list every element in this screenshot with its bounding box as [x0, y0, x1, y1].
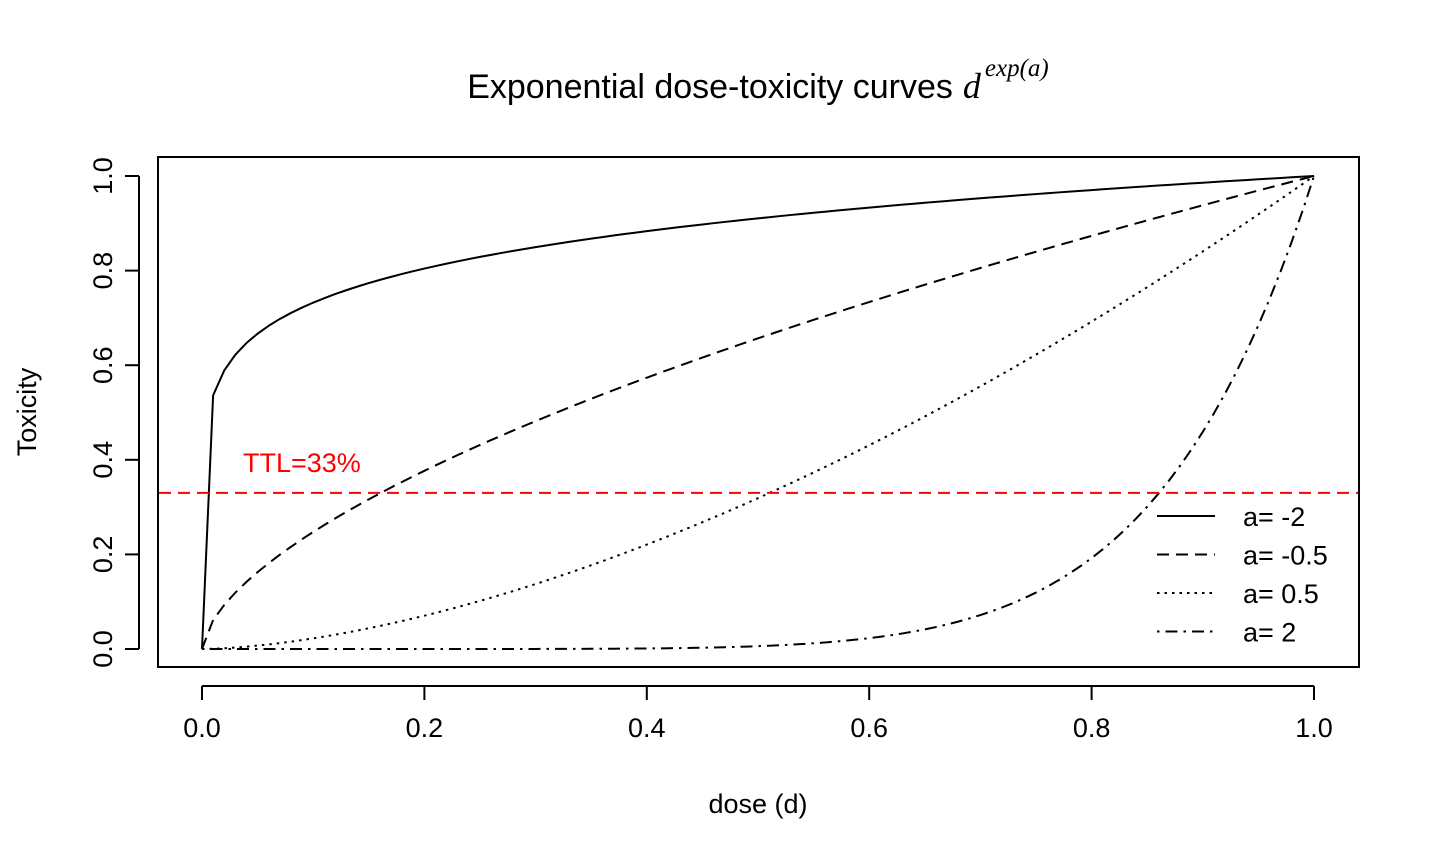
ttl-annotation: TTL=33%	[243, 448, 361, 478]
series-line-2	[201, 175, 1315, 650]
y-tick-label: 0.4	[88, 441, 118, 479]
series-line-1	[201, 175, 1315, 650]
legend-label: a= -0.5	[1243, 541, 1328, 571]
series-line-3	[201, 175, 1315, 650]
y-tick-label: 0.6	[88, 346, 118, 384]
y-axis: 0.0 0.2 0.4 0.6 0.8 1.0	[88, 157, 140, 668]
y-tick-label: 0.2	[88, 536, 118, 574]
title-base: d	[963, 66, 982, 106]
legend-label: a= -2	[1243, 502, 1305, 532]
x-tick-label: 0.0	[183, 713, 221, 743]
legend-label: a= 0.5	[1243, 579, 1319, 609]
x-tick-label: 0.2	[406, 713, 444, 743]
y-tick-label: 0.8	[88, 252, 118, 290]
y-axis-label: Toxicity	[12, 367, 42, 456]
x-axis: 0.0 0.2 0.4 0.6 0.8 1.0	[183, 685, 1333, 743]
series-line-4	[202, 175, 1315, 650]
x-tick-label: 0.6	[850, 713, 888, 743]
x-tick-label: 1.0	[1295, 713, 1333, 743]
x-tick-label: 0.8	[1073, 713, 1111, 743]
chart-title: Exponential dose-toxicity curves d exp(a)	[467, 55, 1049, 106]
x-tick-label: 0.4	[628, 713, 666, 743]
legend: a= -2 a= -0.5 a= 0.5 a= 2	[1157, 502, 1328, 648]
y-tick-label: 0.0	[88, 630, 118, 668]
title-prefix: Exponential dose-toxicity curves	[467, 68, 953, 106]
svg-text:Exponential dose-toxicity curv: Exponential dose-toxicity curves d exp(a)	[467, 55, 1049, 106]
title-exponent: exp(a)	[985, 55, 1049, 82]
series-group	[201, 175, 1315, 650]
plot-frame	[157, 156, 1360, 668]
x-axis-label: dose (d)	[708, 789, 807, 819]
y-tick-label: 1.0	[88, 157, 118, 195]
legend-label: a= 2	[1243, 618, 1296, 648]
